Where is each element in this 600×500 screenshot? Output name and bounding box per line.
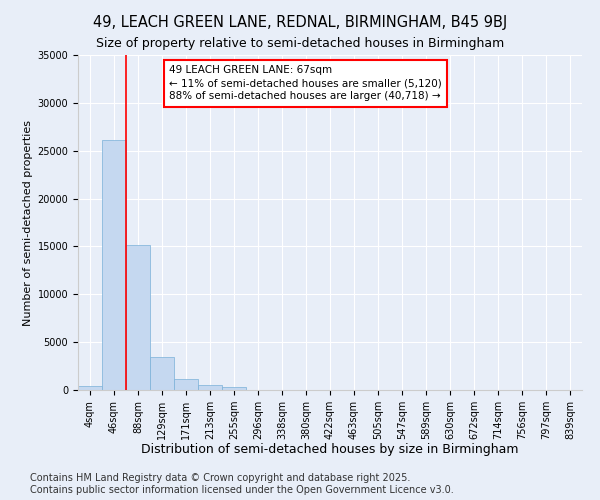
Text: 49, LEACH GREEN LANE, REDNAL, BIRMINGHAM, B45 9BJ: 49, LEACH GREEN LANE, REDNAL, BIRMINGHAM… [93,15,507,30]
Text: Contains HM Land Registry data © Crown copyright and database right 2025.
Contai: Contains HM Land Registry data © Crown c… [30,474,454,495]
Bar [198,385,222,390]
Bar [174,380,198,390]
Bar [150,358,174,390]
Text: 49 LEACH GREEN LANE: 67sqm
← 11% of semi-detached houses are smaller (5,120)
88%: 49 LEACH GREEN LANE: 67sqm ← 11% of semi… [169,65,442,102]
X-axis label: Distribution of semi-detached houses by size in Birmingham: Distribution of semi-detached houses by … [141,444,519,456]
Bar [126,244,150,390]
Bar [78,386,102,390]
Y-axis label: Number of semi-detached properties: Number of semi-detached properties [23,120,33,326]
Bar [222,387,246,390]
Bar [102,140,126,390]
Text: Size of property relative to semi-detached houses in Birmingham: Size of property relative to semi-detach… [96,38,504,51]
